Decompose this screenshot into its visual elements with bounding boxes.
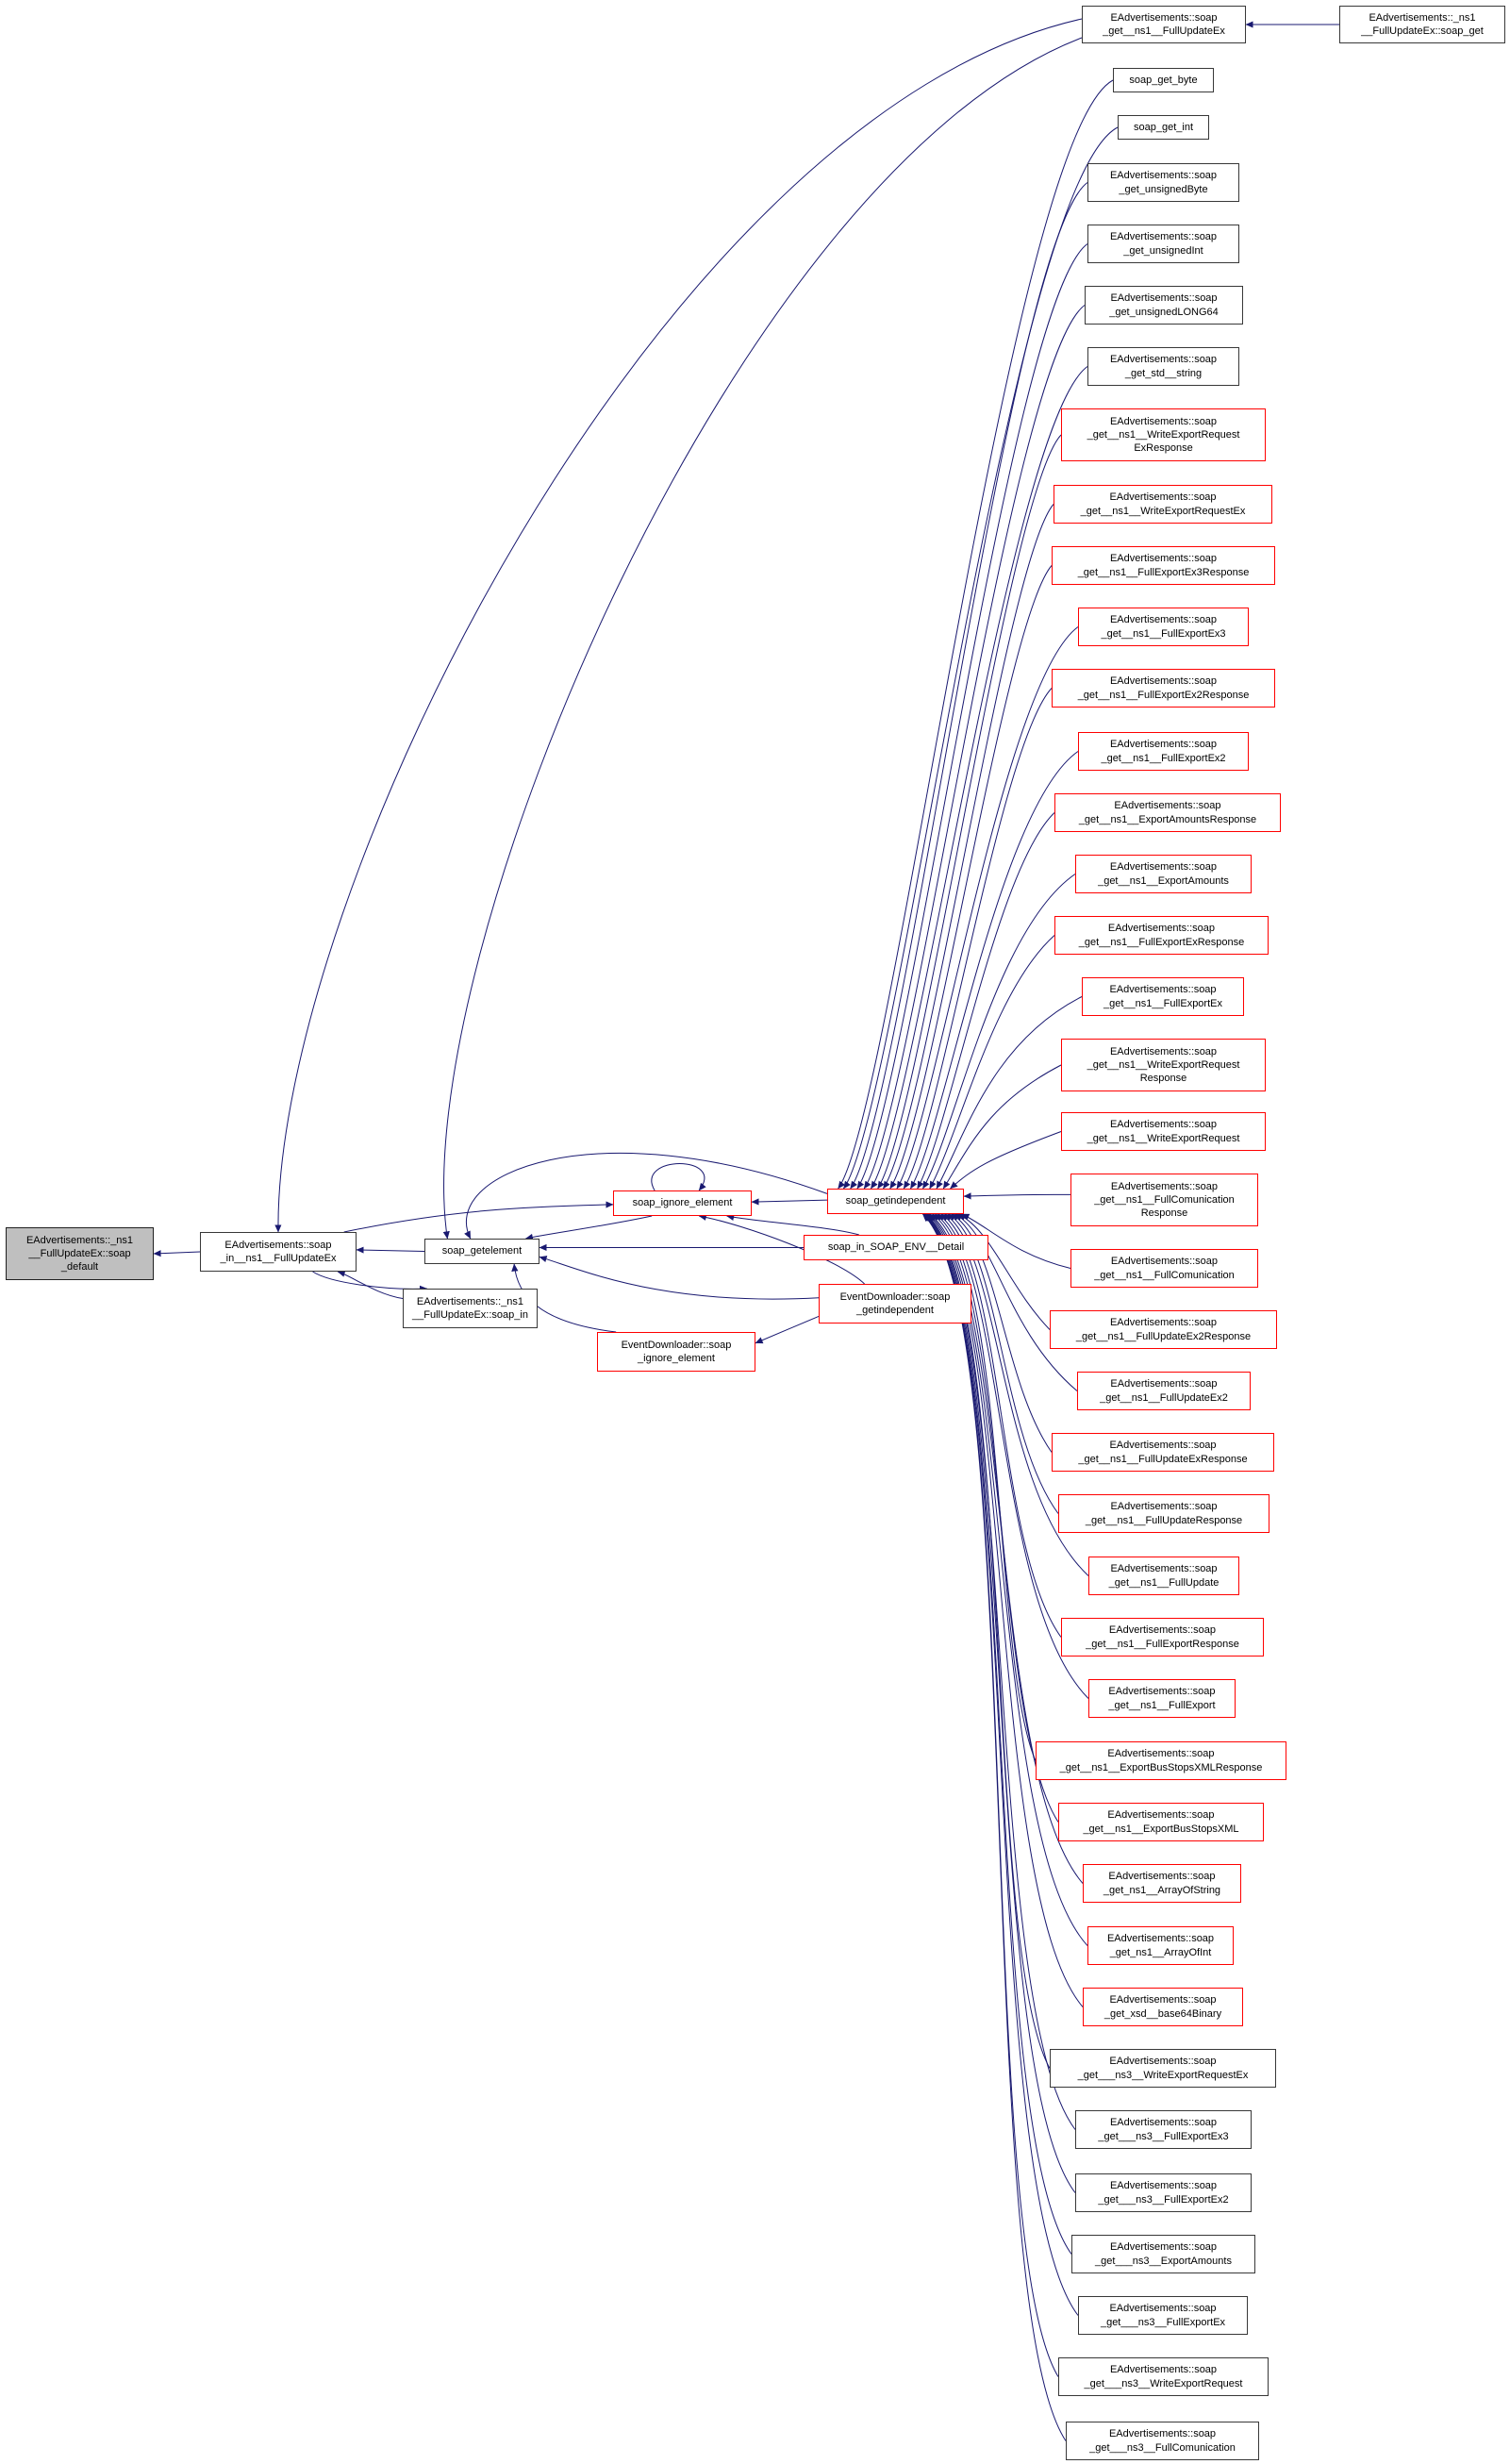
graph-node-ed_ignore[interactable]: EventDownloader::soap _ignore_element: [597, 1332, 755, 1372]
graph-node-soap_default: EAdvertisements::_ns1 __FullUpdateEx::so…: [6, 1227, 154, 1280]
graph-node-ns1_arrayofstring[interactable]: EAdvertisements::soap _get_ns1__ArrayOfS…: [1083, 1864, 1241, 1903]
edge-get_fullupdateex-to-getelement: [442, 37, 1083, 1240]
graph-node-ns1_exportamountsresponse[interactable]: EAdvertisements::soap _get__ns1__ExportA…: [1054, 793, 1281, 832]
edge-ns1_fullupdateexresponse-to-getindependent: [951, 1213, 1053, 1453]
edge-ns1_fullexportex3-to-getindependent: [896, 626, 1079, 1190]
edge-xsd_base64binary-to-getindependent: [926, 1213, 1084, 2007]
graph-node-ns1_exportbusstopsxml[interactable]: EAdvertisements::soap _get__ns1__ExportB…: [1058, 1803, 1264, 1841]
graph-node-ed_getindependent[interactable]: EventDownloader::soap _getindependent: [819, 1284, 971, 1324]
edge-ns1_arrayofint-to-getindependent: [927, 1213, 1088, 1946]
edge-ns1_arrayofstring-to-getindependent: [929, 1213, 1084, 1884]
edge-ns3_writeexportrequest-to-getindependent: [922, 1213, 1059, 2377]
edge-ed_getindependent-to-getelement: [539, 1256, 820, 1300]
graph-node-ns1_fullcomunication[interactable]: EAdvertisements::soap _get__ns1__FullCom…: [1070, 1249, 1258, 1288]
graph-node-ns1_fullexportex2[interactable]: EAdvertisements::soap _get__ns1__FullExp…: [1078, 732, 1249, 771]
edge-ns1_writeexportrequestex-to-getindependent: [883, 504, 1054, 1190]
edge-ignore_element-to-getelement: [524, 1215, 653, 1240]
edge-ns1_exportamountsresponse-to-getindependent: [917, 812, 1055, 1190]
edge-get_std_string-to-getindependent: [870, 366, 1088, 1190]
edge-ns1_fullexportex2-to-getindependent: [910, 751, 1079, 1190]
edge-ns1_writeexportrequestresponse-to-getindependent: [942, 1064, 1062, 1190]
graph-node-ns1_fullexportex[interactable]: EAdvertisements::soap _get__ns1__FullExp…: [1082, 977, 1244, 1016]
graph-node-ns1_exportbusstopsxmlresponse[interactable]: EAdvertisements::soap _get__ns1__ExportB…: [1036, 1741, 1286, 1780]
edge-in_fullupdateex-to-ignore_element: [343, 1201, 614, 1233]
graph-node-get_unsignedint[interactable]: EAdvertisements::soap _get_unsignedInt: [1087, 225, 1239, 263]
graph-node-ns1_fullexportresponse[interactable]: EAdvertisements::soap _get__ns1__FullExp…: [1061, 1618, 1264, 1657]
graph-node-ns1_fullupdateex2[interactable]: EAdvertisements::soap _get__ns1__FullUpd…: [1077, 1372, 1251, 1410]
graph-node-get_fullupdateex[interactable]: EAdvertisements::soap _get__ns1__FullUpd…: [1082, 6, 1246, 43]
graph-node-ns3_fullexportex[interactable]: EAdvertisements::soap _get___ns3__FullEx…: [1078, 2296, 1248, 2335]
graph-node-member_soap_in[interactable]: EAdvertisements::_ns1 __FullUpdateEx::so…: [403, 1289, 538, 1328]
edge-ns1_fullupdateex2-to-getindependent: [954, 1213, 1078, 1391]
edge-in_fullupdateex-to-soap_default: [153, 1250, 201, 1257]
edge-ns3_fullexportex2-to-getindependent: [923, 1213, 1076, 2193]
graph-node-ns1_exportamounts[interactable]: EAdvertisements::soap _get__ns1__ExportA…: [1075, 855, 1252, 893]
graph-node-ns3_writeexportrequestex[interactable]: EAdvertisements::soap _get___ns3__WriteE…: [1050, 2049, 1276, 2088]
graph-node-ns1_arrayofint[interactable]: EAdvertisements::soap _get_ns1__ArrayOfI…: [1087, 1926, 1234, 1965]
edge-ns1_fullcomunication-to-getindependent: [961, 1213, 1071, 1269]
graph-node-getelement[interactable]: soap_getelement: [424, 1239, 539, 1264]
edge-ns1_fullexportex-to-getindependent: [936, 996, 1083, 1190]
edge-ns1_writeexportrequestexresponse-to-getindependent: [877, 434, 1062, 1190]
graph-node-ns1_writeexportrequestex[interactable]: EAdvertisements::soap _get__ns1__WriteEx…: [1054, 485, 1272, 524]
edge-get_unsignedlong64-to-getindependent: [863, 305, 1086, 1190]
graph-node-ns1_fullupdate[interactable]: EAdvertisements::soap _get__ns1__FullUpd…: [1088, 1557, 1239, 1595]
graph-node-ns3_fullcomunication[interactable]: EAdvertisements::soap _get___ns3__FullCo…: [1066, 2422, 1259, 2460]
edge-ns3_exportamounts-to-getindependent: [922, 1213, 1072, 2255]
edge-ns1_fullcomunicationresponse-to-getindependent: [963, 1192, 1071, 1200]
edge-getindependent-to-ignore_element: [751, 1198, 828, 1206]
edge-ns3_writeexportrequestex-to-getindependent: [925, 1213, 1051, 2069]
edge-ns1_writeexportrequest-to-getindependent: [950, 1131, 1062, 1190]
graph-node-ns1_fullexportex3response[interactable]: EAdvertisements::soap _get__ns1__FullExp…: [1052, 546, 1275, 585]
graph-node-get_byte[interactable]: soap_get_byte: [1113, 68, 1214, 92]
edge-ns1_fullupdateex2response-to-getindependent: [957, 1213, 1051, 1330]
graph-node-get_int[interactable]: soap_get_int: [1118, 115, 1209, 140]
edge-ns3_fullexportex3-to-getindependent: [924, 1213, 1076, 2130]
graph-node-soap_env_detail[interactable]: soap_in_SOAP_ENV__Detail: [804, 1235, 988, 1260]
edge-ns1_fullexportex3response-to-getindependent: [889, 565, 1053, 1190]
edge-ignore_element-to-ignore_element: [651, 1163, 706, 1191]
graph-node-get_std_string[interactable]: EAdvertisements::soap _get_std__string: [1087, 347, 1239, 386]
edge-getelement-to-in_fullupdateex: [356, 1246, 425, 1254]
graph-node-ns1_fullcomunicationresponse[interactable]: EAdvertisements::soap _get__ns1__FullCom…: [1070, 1174, 1258, 1226]
edge-get_byte-to-getindependent: [838, 79, 1114, 1190]
graph-node-in_fullupdateex[interactable]: EAdvertisements::soap _in__ns1__FullUpda…: [200, 1232, 357, 1272]
edge-ed_getindependent-to-ed_ignore: [755, 1315, 820, 1344]
edge-in_fullupdateex-to-member_soap_in: [312, 1271, 428, 1292]
graph-node-getindependent[interactable]: soap_getindependent: [827, 1189, 964, 1214]
graph-node-ns1_fullexportex3[interactable]: EAdvertisements::soap _get__ns1__FullExp…: [1078, 608, 1249, 646]
graph-node-get_unsignedlong64[interactable]: EAdvertisements::soap _get_unsignedLONG6…: [1085, 286, 1243, 325]
graph-node-ns1_fullupdateex2response[interactable]: EAdvertisements::soap _get__ns1__FullUpd…: [1050, 1310, 1277, 1349]
edge-get_unsignedint-to-getindependent: [856, 243, 1088, 1190]
edge-ns1_fullupdateresponse-to-getindependent: [947, 1213, 1059, 1514]
edge-member_soap_in-to-in_fullupdateex: [337, 1270, 404, 1299]
graph-node-ns1_writeexportrequestresponse[interactable]: EAdvertisements::soap _get__ns1__WriteEx…: [1061, 1039, 1266, 1091]
graph-node-ns1_writeexportrequest[interactable]: EAdvertisements::soap _get__ns1__WriteEx…: [1061, 1112, 1266, 1151]
graph-node-ns3_exportamounts[interactable]: EAdvertisements::soap _get___ns3__Export…: [1071, 2235, 1255, 2273]
graph-node-xsd_base64binary[interactable]: EAdvertisements::soap _get_xsd__base64Bi…: [1083, 1988, 1243, 2026]
graph-node-ns1_fullexport[interactable]: EAdvertisements::soap _get__ns1__FullExp…: [1088, 1679, 1236, 1718]
edge-ed_getindependent-to-ignore_element: [698, 1213, 865, 1285]
edge-ns1_fullexportex2response-to-getindependent: [903, 688, 1053, 1190]
graph-node-get_unsignedbyte[interactable]: EAdvertisements::soap _get_unsignedByte: [1087, 163, 1239, 202]
graph-node-ns3_fullexportex3[interactable]: EAdvertisements::soap _get___ns3__FullEx…: [1075, 2110, 1252, 2149]
edge-get_fullupdateex-to-in_fullupdateex: [274, 18, 1083, 1233]
edge-get_unsignedbyte-to-getindependent: [850, 182, 1088, 1190]
graph-node-member_soap_get[interactable]: EAdvertisements::_ns1 __FullUpdateEx::so…: [1339, 6, 1505, 43]
graph-node-ns1_fullexportexresponse[interactable]: EAdvertisements::soap _get__ns1__FullExp…: [1054, 916, 1269, 955]
edge-ns1_fullexportexresponse-to-getindependent: [929, 935, 1055, 1190]
graph-node-ns3_fullexportex2[interactable]: EAdvertisements::soap _get___ns3__FullEx…: [1075, 2173, 1252, 2212]
edge-get_int-to-getindependent: [842, 126, 1119, 1190]
edge-soap_env_detail-to-ignore_element: [726, 1213, 859, 1236]
graph-node-ns1_fullexportex2response[interactable]: EAdvertisements::soap _get__ns1__FullExp…: [1052, 669, 1275, 708]
edge-ns1_exportamounts-to-getindependent: [922, 874, 1076, 1190]
graph-node-ignore_element[interactable]: soap_ignore_element: [613, 1190, 752, 1216]
graph-node-ns1_fullupdateresponse[interactable]: EAdvertisements::soap _get__ns1__FullUpd…: [1058, 1494, 1269, 1533]
graph-node-ns1_fullupdateexresponse[interactable]: EAdvertisements::soap _get__ns1__FullUpd…: [1052, 1433, 1274, 1472]
graph-node-ns1_writeexportrequestexresponse[interactable]: EAdvertisements::soap _get__ns1__WriteEx…: [1061, 408, 1266, 461]
edge-ns3_fullcomunication-to-getindependent: [922, 1213, 1067, 2441]
graph-node-ns3_writeexportrequest[interactable]: EAdvertisements::soap _get___ns3__WriteE…: [1058, 2357, 1269, 2396]
